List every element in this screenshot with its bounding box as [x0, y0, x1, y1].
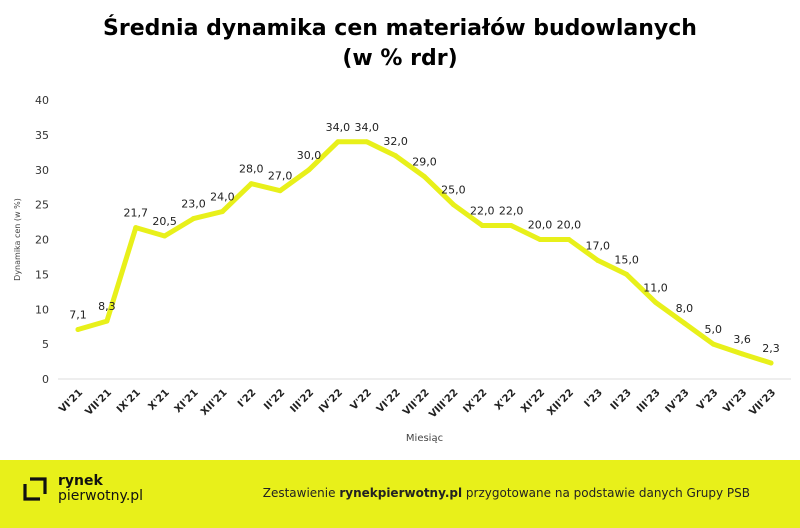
data-label: 20,0: [557, 219, 582, 232]
data-point: [624, 271, 630, 277]
data-point: [335, 139, 341, 145]
source-note: Zestawienie rynekpierwotny.pl przygotowa…: [263, 486, 750, 500]
data-point: [422, 174, 427, 180]
data-label: 20,5: [152, 215, 177, 228]
y-tick-label: 40: [35, 94, 49, 107]
chart-title-line1: Średnia dynamika cen materiałów budowlan…: [103, 16, 697, 41]
footer-bar: rynek pierwotny.pl Zestawienie rynekpier…: [0, 460, 800, 528]
y-tick-label: 10: [35, 303, 49, 316]
data-label: 24,0: [210, 191, 235, 204]
y-tick-label: 0: [42, 373, 49, 386]
line-chart: 0 5 10 15 20 25 30 35 40 Dynamika cen (w %) 7,1 8,3…: [13, 94, 791, 444]
x-tick-label: II'23: [609, 387, 634, 412]
data-point: [681, 320, 687, 326]
x-tick-label: XI'22: [519, 387, 547, 415]
x-axis-label: Miesiąc: [406, 433, 443, 444]
data-label: 8,3: [98, 300, 116, 313]
x-tick-label: V'22: [349, 387, 374, 412]
source-note-brand: rynekpierwotny.pl: [339, 486, 463, 500]
data-point: [75, 326, 81, 332]
data-point: [248, 181, 254, 187]
data-point: [393, 153, 399, 159]
logo-line1: rynek: [58, 473, 103, 489]
y-axis-label: Dynamika cen (w %): [13, 198, 22, 281]
data-point: [450, 202, 456, 208]
data-point: [104, 318, 110, 324]
data-point: [277, 188, 283, 194]
data-point: [219, 209, 225, 215]
x-tick-label: VI'21: [57, 387, 85, 415]
data-label: 22,0: [499, 205, 524, 218]
data-point: [191, 216, 196, 222]
data-label: 22,0: [470, 205, 495, 218]
data-label: 2,3: [762, 342, 780, 355]
data-label: 30,0: [297, 149, 322, 162]
data-point: [537, 237, 543, 242]
x-tick-label: XI'21: [173, 387, 201, 415]
chart-title-line2: (w % rdr): [342, 46, 458, 71]
data-point: [508, 223, 514, 229]
data-label: 21,7: [124, 207, 149, 220]
data-label: 29,0: [412, 156, 437, 169]
x-tick-label: VII'23: [748, 387, 779, 418]
data-point: [653, 299, 658, 305]
y-tick-label: 25: [35, 199, 49, 212]
data-point: [739, 351, 745, 357]
data-label: 5,0: [705, 323, 723, 336]
x-tick-label: IX'22: [461, 387, 489, 415]
data-point: [566, 237, 572, 242]
data-label: 34,0: [326, 121, 351, 134]
x-tick-label: III'22: [288, 387, 316, 415]
data-label: 32,0: [383, 135, 408, 148]
logo-line2: pierwotny.pl: [58, 488, 144, 504]
x-tick-label: IX'21: [115, 387, 143, 415]
data-point: [479, 223, 485, 229]
data-point: [364, 139, 370, 145]
y-tick-label: 15: [35, 268, 49, 281]
x-tick-label: XII'21: [199, 387, 230, 418]
logo-bracket-icon: [23, 477, 47, 501]
chart-title: Średnia dynamika cen materiałów budowlan…: [0, 14, 800, 74]
data-label: 20,0: [528, 219, 553, 232]
x-tick-label: X'21: [147, 387, 172, 412]
source-note-prefix: Zestawienie: [262, 486, 340, 500]
logo-wordmark: rynek pierwotny.pl: [58, 474, 143, 504]
x-tick-label: II'22: [262, 387, 287, 412]
data-label: 25,0: [441, 184, 466, 197]
y-tick-label: 30: [35, 164, 49, 177]
y-tick-label: 35: [35, 129, 49, 142]
data-point: [595, 257, 601, 263]
data-label: 8,0: [676, 302, 694, 315]
data-point: [133, 225, 139, 231]
data-label: 23,0: [181, 198, 206, 211]
x-tick-label: VI'22: [375, 387, 403, 415]
x-tick-label: IV'22: [317, 387, 345, 415]
x-tick-label: VII'21: [83, 387, 114, 418]
x-tick-label: XII'22: [545, 387, 576, 418]
x-tick-label: I'22: [236, 387, 258, 409]
y-tick-label: 5: [42, 338, 49, 351]
x-tick-label: V'23: [695, 387, 720, 412]
y-tick-label: 20: [35, 234, 49, 247]
x-tick-label: IV'23: [664, 387, 692, 415]
x-tick-label: III'23: [635, 387, 663, 415]
x-tick-label: VIII'22: [427, 387, 460, 420]
data-point: [768, 360, 774, 366]
data-label: 7,1: [69, 308, 87, 321]
data-point: [162, 233, 168, 239]
data-label: 34,0: [355, 121, 380, 134]
x-tick-label: VI'23: [721, 387, 749, 415]
x-tick-label: I'23: [582, 387, 604, 409]
data-label: 11,0: [643, 281, 668, 294]
data-point: [710, 341, 716, 347]
data-label: 15,0: [614, 253, 639, 266]
source-note-suffix: przygotowane na podstawie danych Grupy P…: [462, 486, 750, 500]
data-point: [306, 167, 312, 173]
data-label: 3,6: [733, 333, 751, 346]
data-label: 28,0: [239, 163, 264, 176]
x-tick-label: X'22: [493, 387, 518, 412]
data-label: 17,0: [586, 239, 611, 252]
brand-logo[interactable]: rynek pierwotny.pl: [22, 474, 143, 504]
data-label: 27,0: [268, 170, 293, 183]
